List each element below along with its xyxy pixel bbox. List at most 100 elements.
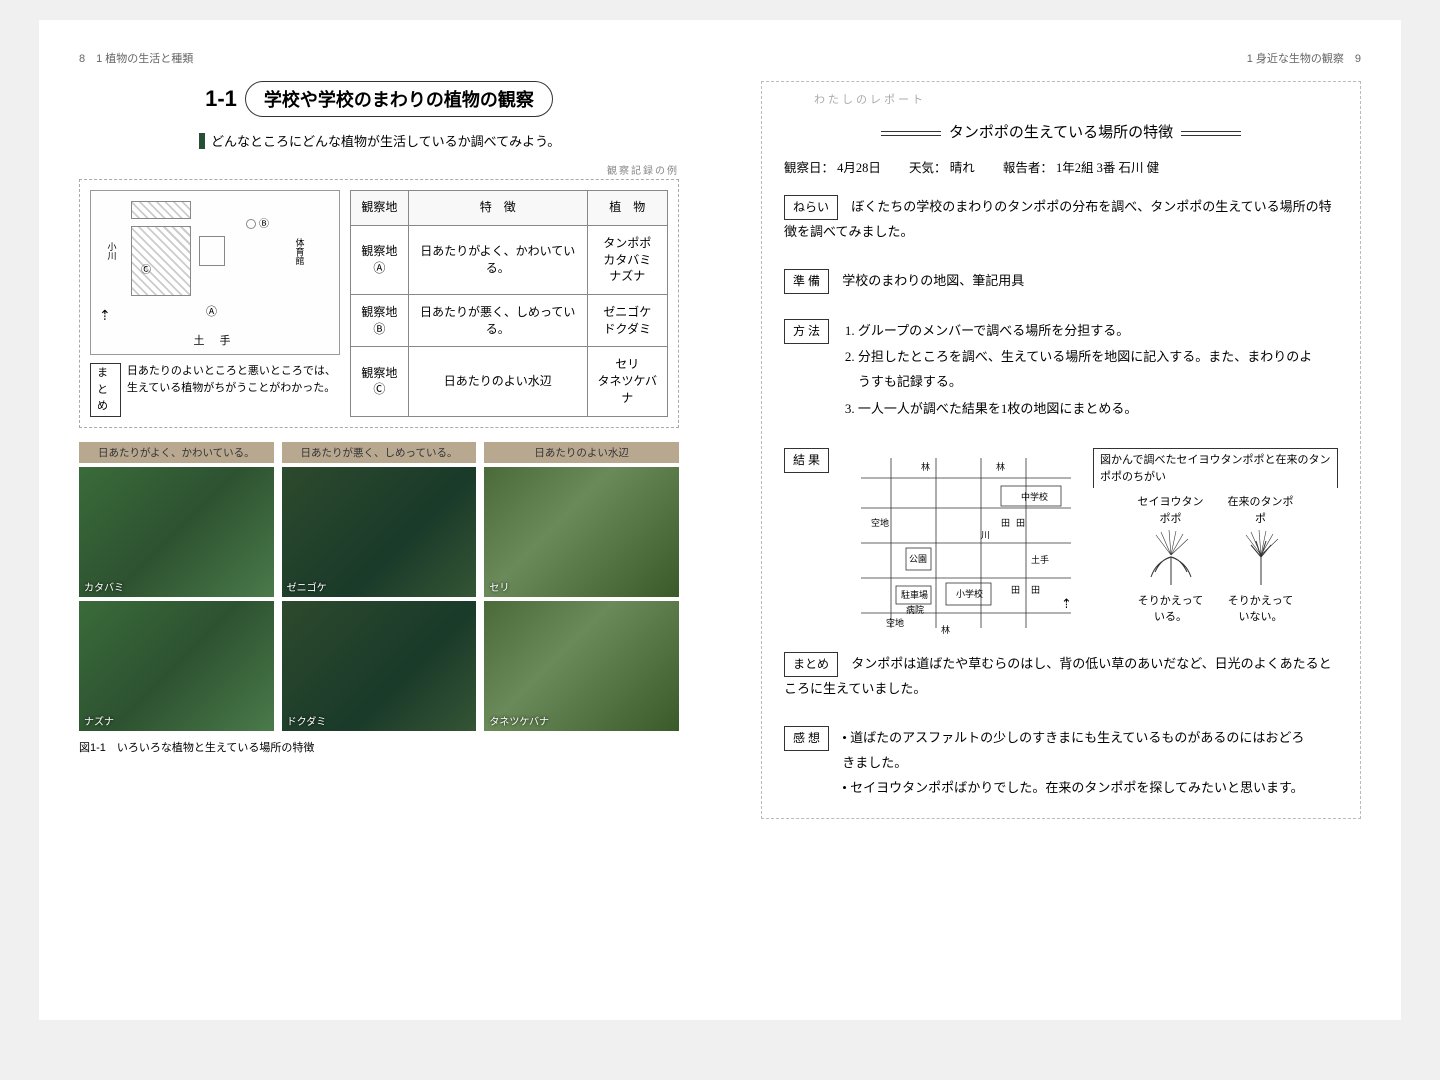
- cell: タンポポ カタバミ ナズナ: [587, 225, 667, 294]
- photo-header-row: 日あたりがよく、かわいている。 日あたりが悪く、しめっている。 日あたりのよい水…: [79, 442, 679, 463]
- photo-dokudami: ドクダミ: [282, 601, 477, 731]
- map-summary-column: 小川 体育館 Ⓑ Ⓒ Ⓐ 土 手 ⇡ まとめ 日あたりのよいところと悪いところで…: [90, 190, 340, 417]
- school-map: 小川 体育館 Ⓑ Ⓒ Ⓐ 土 手 ⇡: [90, 190, 340, 355]
- section-title: 1-1 学校や学校のまわりの植物の観察: [79, 81, 679, 117]
- map-byoin: 病院: [906, 604, 924, 615]
- right-page-header: 1 身近な生物の観察 9: [761, 50, 1361, 66]
- summary-label-r: まとめ: [784, 652, 838, 677]
- seiyou-icon: [1141, 527, 1201, 587]
- photo-header-b: 日あたりが悪く、しめっている。: [282, 442, 477, 463]
- map-ta1: 田: [1001, 518, 1010, 528]
- caption: タネツケバナ: [489, 713, 549, 728]
- result-section: 結 果 中学校 小学校 駐車場: [784, 448, 1338, 638]
- prep-label: 準 備: [784, 269, 829, 294]
- map-kuchi1: 空地: [871, 517, 889, 528]
- photo-seri: セリ: [484, 467, 679, 597]
- table-row: 観察地Ⓐ 日あたりがよく、かわいている。 タンポポ カタバミ ナズナ: [351, 225, 668, 294]
- intro-text: どんなところにどんな植物が生活しているか調べてみよう。: [199, 131, 679, 150]
- map-building: [199, 236, 225, 266]
- map-kogawa: 小川: [97, 221, 127, 281]
- seiyou-caption: そりかえっている。: [1136, 593, 1206, 626]
- cell: ゼニゴケ ドクダミ: [587, 295, 667, 347]
- aim-section: ねらい ぼくたちの学校のまわりのタンポポの分布を調べ、タンポポの生えている場所の…: [784, 195, 1338, 244]
- caption: ナズナ: [84, 713, 114, 728]
- date-label: 観察日：: [784, 161, 834, 175]
- date-val: 4月28日: [837, 161, 881, 175]
- observation-record: 小川 体育館 Ⓑ Ⓒ Ⓐ 土 手 ⇡ まとめ 日あたりのよいところと悪いところで…: [79, 179, 679, 428]
- cell: 日あたりが悪く、しめっている。: [408, 295, 587, 347]
- cell: 日あたりのよい水辺: [408, 347, 587, 416]
- table-row: 観察地Ⓑ 日あたりが悪く、しめっている。 ゼニゴケ ドクダミ: [351, 295, 668, 347]
- photo-row-1: カタバミ ゼニゴケ セリ: [79, 467, 679, 597]
- report-title: タンポポの生えている場所の特徴: [784, 119, 1338, 148]
- thought-1: 道ばたのアスファルトの少しのすきまにも生えているものがあるのにはおどろきました。: [842, 730, 1304, 770]
- photo-katabami: カタバミ: [79, 467, 274, 597]
- map-hatch-2: [131, 226, 191, 296]
- map-circle-b: [246, 219, 256, 229]
- zairai-label: 在来のタンポポ: [1226, 494, 1296, 527]
- weather-val: 晴れ: [950, 161, 975, 175]
- seiyou-label: セイヨウタンポポ: [1136, 494, 1206, 527]
- map-hatch-1: [131, 201, 191, 219]
- compass-icon: ⇡: [1061, 596, 1072, 611]
- map-mark-b: Ⓑ: [259, 215, 269, 230]
- reporter-label: 報告者：: [1003, 161, 1053, 175]
- map-dote: 土 手: [91, 332, 339, 348]
- thoughts-label: 感 想: [784, 726, 829, 751]
- figure-label: 図1-1 いろいろな植物と生えている場所の特徴: [79, 739, 679, 755]
- photo-nazuna: ナズナ: [79, 601, 274, 731]
- reporter-val: 1年2組 3番 石川 健: [1056, 161, 1159, 175]
- section-text: 学校や学校のまわりの植物の観察: [245, 81, 553, 117]
- aim-text: ぼくたちの学校のまわりのタンポポの分布を調べ、タンポポの生えている場所の特徴を調…: [784, 199, 1332, 239]
- cell: 日あたりがよく、かわいている。: [408, 225, 587, 294]
- thoughts-section: 感 想 • 道ばたのアスファルトの少しのすきまにも生えているものがあるのにはおど…: [784, 726, 1338, 800]
- report-tab: わたしのレポート: [814, 90, 1338, 111]
- neighborhood-map-svg: 中学校 小学校 駐車場 公園 病院 林 林 林 空地 空地 田 田 田 田: [851, 448, 1081, 638]
- caption: カタバミ: [84, 579, 124, 594]
- photo-header-a: 日あたりがよく、かわいている。: [79, 442, 274, 463]
- zairai-icon: [1231, 527, 1291, 587]
- th-plant: 植 物: [587, 191, 667, 226]
- photo-grid: 日あたりがよく、かわいている。 日あたりが悪く、しめっている。 日あたりのよい水…: [79, 442, 679, 731]
- compass-icon: ⇡: [99, 307, 111, 324]
- map-dote: 土手: [1031, 554, 1049, 565]
- method-item: グループのメンバーで調べる場所を分担する。: [858, 319, 1313, 344]
- cell: 観察地Ⓐ: [351, 225, 409, 294]
- summary-label: まとめ: [90, 363, 121, 417]
- summary-section: まとめ タンポポは道ばたや草むらのはし、背の低い草のあいだなど、日光のよくあたる…: [784, 652, 1338, 701]
- caption: ドクダミ: [287, 713, 327, 728]
- cell: 観察地Ⓒ: [351, 347, 409, 416]
- map-kuchi2: 空地: [886, 617, 904, 628]
- dandelion-comparison: 図かんで調べたセイヨウタンポポと在来のタンポポのちがい セイヨウタンポポ: [1093, 448, 1338, 632]
- weather-label: 天気：: [909, 161, 947, 175]
- prep-text: 学校のまわりの地図、筆記用具: [842, 273, 1024, 288]
- seiyou-dandelion: セイヨウタンポポ: [1136, 494, 1206, 626]
- photo-row-2: ナズナ ドクダミ タネツケバナ: [79, 601, 679, 731]
- map-kawa: 川: [981, 530, 990, 540]
- aim-label: ねらい: [784, 195, 838, 220]
- table-row: 観察地Ⓒ 日あたりのよい水辺 セリ タネツケバナ: [351, 347, 668, 416]
- cell: セリ タネツケバナ: [587, 347, 667, 416]
- map-shogaku: 小学校: [956, 588, 983, 599]
- observation-table: 観察地 特 徴 植 物 観察地Ⓐ 日あたりがよく、かわいている。 タンポポ カタ…: [350, 190, 668, 417]
- caption: セリ: [489, 579, 509, 594]
- meta-row: 観察日： 4月28日 天気： 晴れ 報告者： 1年2組 3番 石川 健: [784, 157, 1338, 181]
- map-kouen: 公園: [909, 554, 927, 564]
- photo-header-c: 日あたりのよい水辺: [484, 442, 679, 463]
- map-ta2: 田: [1016, 518, 1025, 528]
- map-gym: 体育館: [291, 216, 309, 286]
- method-item: 一人一人が調べた結果を1枚の地図にまとめる。: [858, 397, 1313, 422]
- map-hayashi3: 林: [941, 624, 950, 635]
- cell: 観察地Ⓑ: [351, 295, 409, 347]
- th-place: 観察地: [351, 191, 409, 226]
- summary-text: 日あたりのよいところと悪いところでは、生えている植物がちがうことがわかった。: [127, 363, 340, 417]
- map-chugaku: 中学校: [1021, 491, 1048, 502]
- map-hayashi2: 林: [996, 461, 1005, 472]
- example-label: 観察記録の例: [79, 162, 679, 177]
- th-feature: 特 徴: [408, 191, 587, 226]
- method-label: 方 法: [784, 319, 829, 344]
- result-label: 結 果: [784, 448, 829, 473]
- map-ta4: 田: [1031, 585, 1040, 595]
- map-chusha: 駐車場: [901, 589, 928, 600]
- map-hayashi1: 林: [921, 461, 930, 472]
